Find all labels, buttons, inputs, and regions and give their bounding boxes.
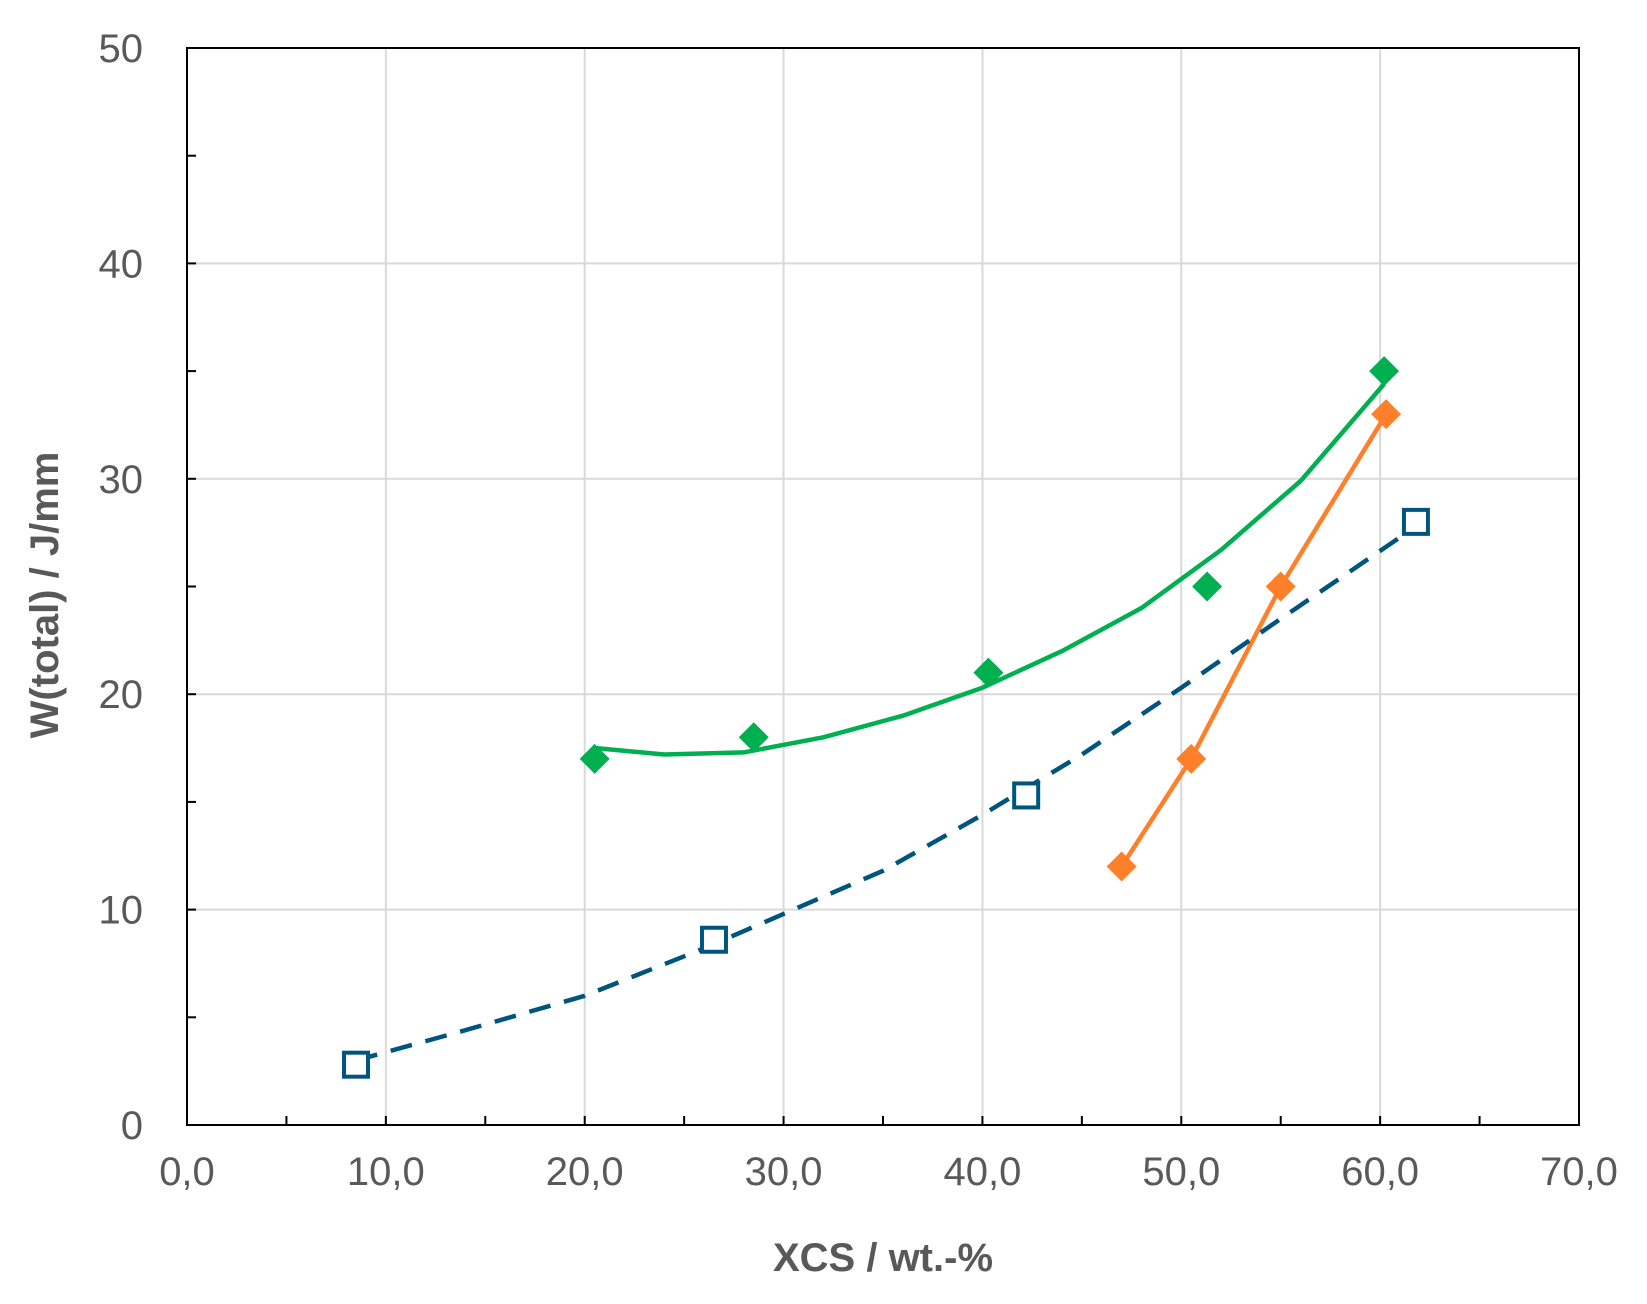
x-tick-label: 0,0 bbox=[159, 1150, 215, 1194]
series-2-point bbox=[1371, 399, 1402, 430]
data-markers bbox=[342, 356, 1430, 1079]
y-tick-label: 20 bbox=[99, 673, 144, 717]
trendlines bbox=[355, 382, 1412, 1063]
x-tick-label: 70,0 bbox=[1540, 1150, 1618, 1194]
plot-frame bbox=[186, 47, 1580, 1126]
series-1-point bbox=[1369, 356, 1400, 387]
series-1-point bbox=[579, 743, 610, 774]
x-tick-label: 60,0 bbox=[1341, 1150, 1419, 1194]
y-tick-label: 50 bbox=[99, 27, 144, 71]
series-1-point bbox=[738, 722, 769, 753]
series-1-point bbox=[1192, 571, 1223, 602]
series-2-point bbox=[1106, 851, 1137, 882]
series-2-point bbox=[1176, 743, 1207, 774]
x-tick-label: 50,0 bbox=[1142, 1150, 1220, 1194]
series-2-point bbox=[1265, 571, 1296, 602]
x-axis-title: XCS / wt.-% bbox=[773, 1236, 993, 1280]
series-3-point bbox=[1401, 507, 1430, 536]
y-tick-label: 40 bbox=[99, 242, 144, 286]
series-1-trendline bbox=[594, 382, 1386, 757]
y-tick-label: 0 bbox=[121, 1104, 143, 1148]
series-1-point bbox=[973, 657, 1004, 688]
y-tick-label: 30 bbox=[99, 458, 144, 502]
x-tick-label: 40,0 bbox=[943, 1150, 1021, 1194]
series-3-trendline bbox=[355, 528, 1412, 1063]
x-tick-labels: 0,0 10,0 20,0 30,0 40,0 50,0 60,0 70,0 bbox=[159, 1150, 1618, 1194]
grid bbox=[187, 48, 1579, 1125]
x-tick-label: 30,0 bbox=[745, 1150, 823, 1194]
series-3-point bbox=[699, 925, 728, 954]
y-tick-label: 10 bbox=[99, 889, 144, 933]
series-3-point bbox=[1012, 781, 1041, 810]
x-tick-label: 10,0 bbox=[347, 1150, 425, 1194]
series-3-point bbox=[342, 1050, 371, 1079]
tick-marks bbox=[187, 154, 1481, 1125]
plot-area-border bbox=[186, 47, 1580, 1126]
y-axis-title: W(total) / J/mm bbox=[23, 452, 67, 739]
x-tick-label: 20,0 bbox=[546, 1150, 624, 1194]
y-tick-labels: 0 10 20 30 40 50 bbox=[99, 27, 144, 1148]
series-2-trendline bbox=[1119, 413, 1389, 868]
